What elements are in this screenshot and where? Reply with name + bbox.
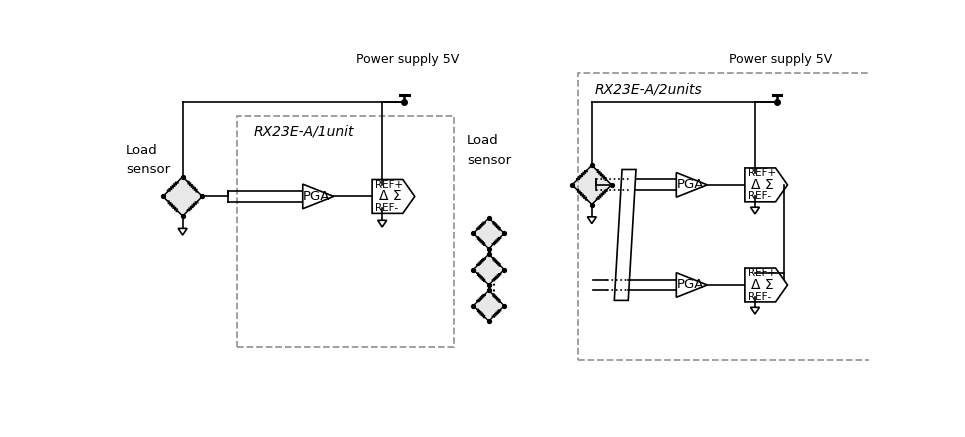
Polygon shape (473, 254, 505, 285)
Polygon shape (588, 217, 596, 224)
Text: REF-: REF- (375, 203, 399, 213)
Text: PGA: PGA (303, 190, 330, 203)
Polygon shape (377, 220, 387, 227)
Polygon shape (473, 218, 505, 249)
Text: Power supply 5V: Power supply 5V (356, 53, 459, 66)
Bar (578, 73, 876, 360)
Polygon shape (745, 168, 787, 202)
Text: ...: ... (480, 279, 498, 296)
Polygon shape (163, 177, 203, 216)
Polygon shape (751, 207, 759, 214)
Text: PGA: PGA (676, 178, 703, 191)
Polygon shape (676, 273, 707, 297)
Polygon shape (179, 229, 187, 235)
Text: Δ Σ: Δ Σ (752, 278, 774, 292)
Polygon shape (615, 170, 636, 300)
Polygon shape (676, 173, 707, 197)
Text: REF+: REF+ (748, 168, 776, 178)
Polygon shape (303, 184, 334, 209)
Text: PGA: PGA (676, 278, 703, 291)
Text: sensor: sensor (467, 154, 511, 167)
Text: Power supply 5V: Power supply 5V (729, 53, 832, 66)
Text: Load: Load (467, 135, 499, 148)
Text: REF+: REF+ (375, 180, 403, 190)
Text: REF-: REF- (748, 291, 771, 302)
Text: Δ Σ: Δ Σ (752, 178, 774, 192)
Text: Δ Σ: Δ Σ (378, 189, 401, 204)
Text: REF+: REF+ (748, 268, 776, 278)
Text: sensor: sensor (126, 163, 170, 176)
Text: REF-: REF- (748, 191, 771, 201)
Text: RX23E-A/1unit: RX23E-A/1unit (254, 125, 354, 139)
Polygon shape (751, 307, 759, 314)
Polygon shape (372, 180, 415, 213)
Polygon shape (572, 165, 612, 205)
Polygon shape (473, 290, 505, 321)
Text: RX23E-A/2units: RX23E-A/2units (595, 83, 703, 97)
Polygon shape (745, 268, 787, 302)
Bar (236, 115, 454, 347)
Text: Load: Load (126, 144, 158, 157)
